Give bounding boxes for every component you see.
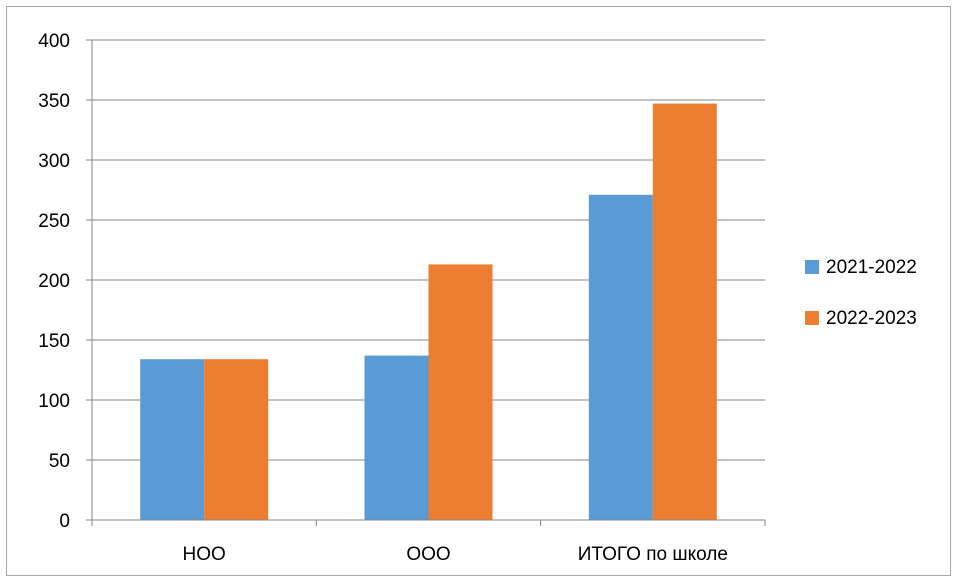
bar-2022-2023-НОО [204, 359, 269, 520]
bar-2022-2023-ИТОГО по школе [652, 103, 717, 520]
bar-2021-2022-НОО [140, 359, 205, 520]
x-tick-label: ИТОГО по школе [578, 544, 728, 565]
legend-item: 2021-2022 [805, 257, 917, 278]
y-tick-label: 150 [38, 331, 70, 352]
bar-2021-2022-ИТОГО по школе [588, 194, 653, 521]
legend-label: 2021-2022 [826, 257, 917, 278]
legend-label: 2022-2023 [826, 308, 917, 329]
legend-item: 2022-2023 [805, 308, 917, 329]
legend-swatch [805, 311, 819, 325]
legend-swatch [805, 260, 819, 274]
y-tick-label: 50 [49, 451, 70, 472]
y-tick-label: 400 [38, 31, 70, 52]
y-tick-label: 100 [38, 391, 70, 412]
x-tick-label: НОО [183, 544, 226, 565]
y-tick-label: 0 [59, 511, 70, 532]
y-tick-label: 250 [38, 211, 70, 232]
y-tick-label: 300 [38, 151, 70, 172]
y-tick-label: 350 [38, 91, 70, 112]
y-tick-labels: 0 50 100 150 200 250 300 350 400 [38, 31, 70, 532]
bar-2021-2022-ООО [364, 355, 429, 520]
y-tick-label: 200 [38, 271, 70, 292]
x-tick-labels: НОО ООО ИТОГО по школе [183, 544, 728, 565]
axes [86, 39, 766, 526]
legend: 2021-2022 2022-2023 [805, 257, 917, 329]
bars [140, 103, 717, 521]
x-tick-label: ООО [406, 544, 450, 565]
bar-2022-2023-ООО [428, 264, 493, 520]
